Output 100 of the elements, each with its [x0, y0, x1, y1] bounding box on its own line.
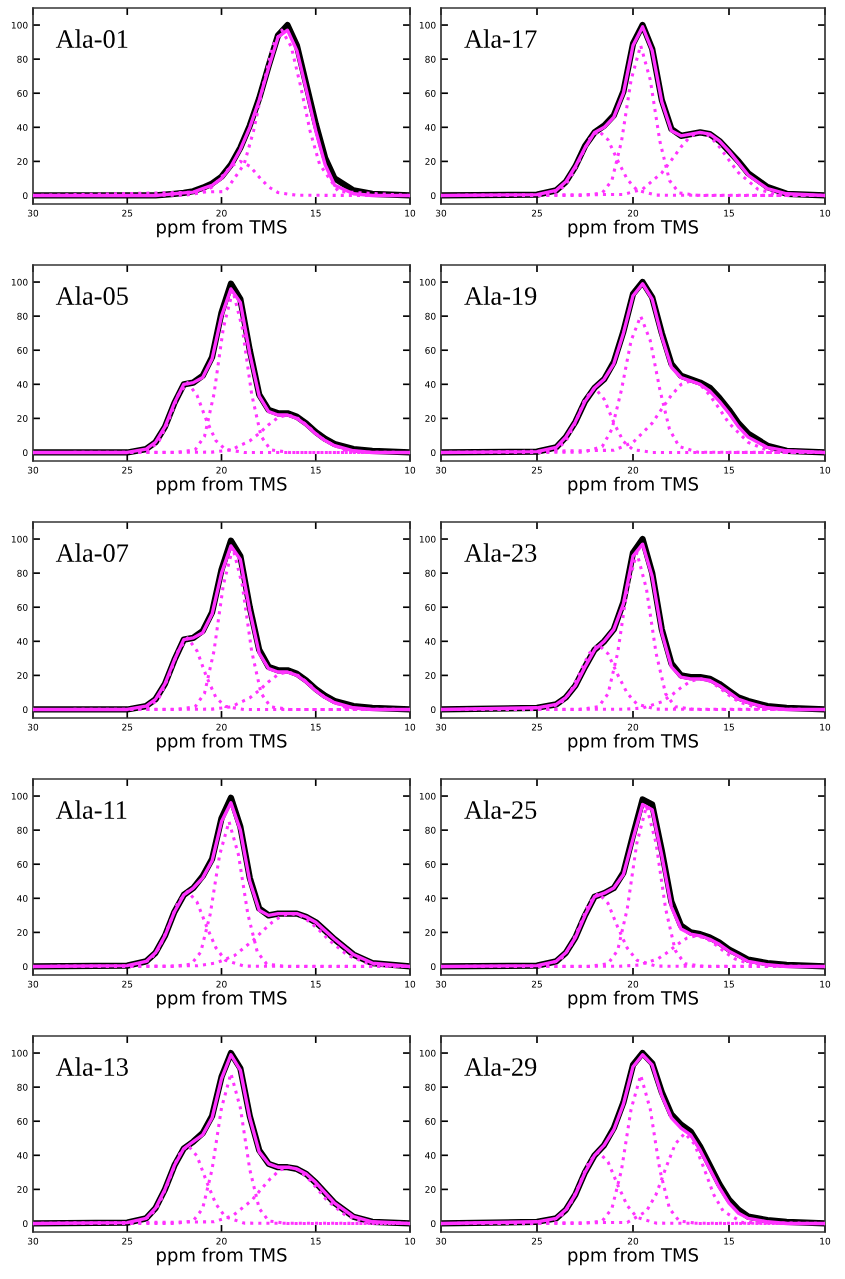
- x-tick-label: 10: [405, 209, 416, 217]
- x-tick-label: 10: [405, 466, 416, 474]
- x-axis-title: ppm from TMS: [568, 476, 699, 495]
- x-tick-label: 20: [627, 723, 639, 731]
- x-tick-label: 20: [216, 209, 227, 217]
- y-tick-label: 100: [11, 278, 28, 286]
- y-tick-label: 40: [425, 1152, 436, 1159]
- y-tick-label: 40: [17, 381, 28, 388]
- x-tick-label: 15: [311, 466, 321, 474]
- x-tick-label: 15: [311, 980, 321, 988]
- y-tick-label: 100: [11, 1049, 28, 1057]
- x-tick-label: 10: [820, 980, 831, 988]
- y-tick-label: 100: [11, 792, 28, 800]
- x-tick-label: 25: [122, 980, 133, 988]
- x-tick-label: 30: [27, 1237, 39, 1245]
- x-axis-title: ppm from TMS: [157, 1247, 287, 1266]
- x-tick-label: 30: [435, 723, 447, 731]
- y-tick-label: 40: [425, 895, 436, 902]
- text: Ala-05: [55, 286, 128, 305]
- y-tick-label: 80: [17, 1083, 28, 1091]
- y-tick-label: 80: [17, 569, 28, 577]
- x-tick-label: 20: [627, 980, 639, 988]
- x-axis-title: ppm from TMS: [157, 476, 287, 495]
- y-tick-label: 0: [22, 1220, 28, 1228]
- y-tick-label: 0: [22, 706, 28, 714]
- text: Ala-13: [55, 1057, 128, 1076]
- y-tick-label: 100: [419, 792, 436, 800]
- x-tick-label: 15: [724, 209, 734, 217]
- y-tick-label: 60: [425, 89, 436, 97]
- x-axis-title: ppm from TMS: [157, 219, 287, 238]
- x-tick-label: 15: [311, 209, 321, 217]
- x-tick-label: 20: [627, 1237, 639, 1245]
- y-tick-label: 0: [430, 449, 436, 457]
- y-tick-label: 0: [22, 192, 28, 200]
- y-tick-label: 20: [425, 1186, 436, 1193]
- y-tick-label: 20: [17, 929, 28, 936]
- x-tick-label: 10: [820, 209, 831, 217]
- x-axis-title: ppm from TMS: [157, 733, 287, 752]
- x-axis-title: ppm from TMS: [568, 219, 699, 238]
- x-tick-label: 10: [820, 723, 831, 731]
- y-tick-label: 0: [22, 963, 28, 971]
- y-tick-label: 60: [17, 603, 28, 611]
- text: Ala-29: [464, 1057, 537, 1076]
- x-tick-label: 15: [311, 1237, 321, 1245]
- y-tick-label: 60: [425, 1117, 436, 1125]
- y-tick-label: 40: [17, 1152, 28, 1159]
- y-tick-label: 100: [419, 1049, 436, 1057]
- text: Ala-17: [464, 29, 537, 48]
- y-tick-label: 60: [17, 1117, 28, 1125]
- y-tick-label: 80: [17, 55, 28, 63]
- y-tick-label: 80: [425, 1083, 436, 1091]
- text: Ala-07: [55, 543, 129, 562]
- y-tick-label: 80: [17, 826, 28, 834]
- x-tick-label: 20: [216, 466, 227, 474]
- x-tick-label: 25: [531, 723, 542, 731]
- x-tick-label: 30: [27, 209, 39, 217]
- y-tick-label: 80: [17, 312, 28, 320]
- y-tick-label: 40: [17, 638, 28, 645]
- y-tick-label: 40: [425, 124, 436, 131]
- x-tick-label: 30: [27, 723, 39, 731]
- y-tick-label: 20: [425, 929, 436, 936]
- text: Ala-23: [464, 543, 537, 562]
- x-tick-label: 10: [820, 1237, 831, 1245]
- y-tick-label: 80: [425, 55, 436, 63]
- y-tick-label: 0: [430, 963, 436, 971]
- x-axis-title: ppm from TMS: [157, 990, 287, 1009]
- y-tick-label: 80: [425, 312, 436, 320]
- y-tick-label: 20: [425, 672, 436, 679]
- y-tick-label: 60: [425, 346, 436, 354]
- y-tick-label: 20: [17, 672, 28, 679]
- x-axis-title: ppm from TMS: [568, 733, 699, 752]
- y-tick-label: 0: [430, 192, 436, 200]
- y-tick-label: 60: [17, 860, 28, 868]
- x-tick-label: 10: [820, 466, 831, 474]
- y-tick-label: 0: [430, 706, 436, 714]
- x-tick-label: 15: [724, 466, 734, 474]
- x-tick-label: 30: [435, 466, 447, 474]
- y-tick-label: 60: [425, 603, 436, 611]
- y-tick-label: 60: [17, 89, 28, 97]
- x-axis-title: ppm from TMS: [568, 1247, 699, 1266]
- x-tick-label: 10: [405, 1237, 416, 1245]
- y-tick-label: 40: [17, 895, 28, 902]
- x-tick-label: 25: [122, 723, 133, 731]
- y-tick-label: 0: [22, 449, 28, 457]
- y-tick-label: 20: [17, 158, 28, 165]
- x-tick-label: 30: [27, 466, 39, 474]
- y-tick-label: 40: [17, 124, 28, 131]
- x-tick-label: 25: [122, 1237, 133, 1245]
- text: Ala-01: [55, 29, 128, 48]
- y-tick-label: 0: [430, 1220, 436, 1228]
- y-tick-label: 40: [425, 638, 436, 645]
- x-tick-label: 20: [627, 209, 639, 217]
- text: Ala-19: [464, 286, 537, 305]
- x-tick-label: 20: [216, 723, 227, 731]
- y-tick-label: 100: [11, 535, 28, 543]
- x-tick-label: 20: [627, 466, 639, 474]
- y-tick-label: 20: [17, 415, 28, 422]
- y-tick-label: 60: [425, 860, 436, 868]
- x-tick-label: 25: [531, 466, 542, 474]
- x-tick-label: 25: [122, 209, 133, 217]
